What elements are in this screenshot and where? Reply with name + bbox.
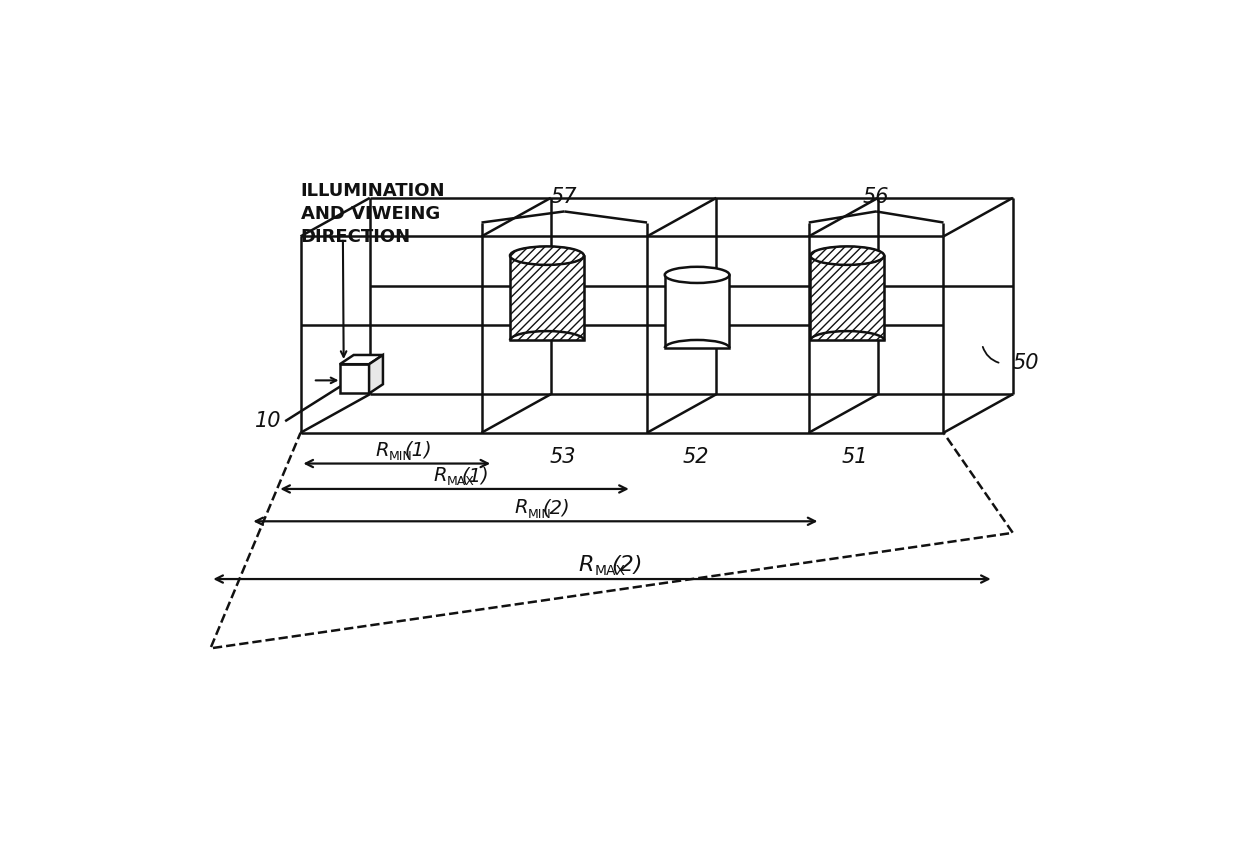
Text: (2): (2) [543, 498, 570, 518]
Text: R: R [376, 440, 389, 460]
Polygon shape [300, 198, 1013, 236]
Text: R: R [579, 555, 594, 575]
Text: 10: 10 [254, 411, 281, 431]
Text: MAX: MAX [594, 564, 625, 579]
Polygon shape [665, 275, 729, 348]
Polygon shape [944, 198, 1013, 433]
Text: 56: 56 [863, 187, 889, 208]
Polygon shape [370, 355, 383, 394]
Text: ILLUMINATION
AND VIWEING
DIRECTION: ILLUMINATION AND VIWEING DIRECTION [300, 182, 445, 246]
Polygon shape [340, 355, 383, 364]
Polygon shape [300, 394, 1013, 433]
Text: (1): (1) [404, 440, 432, 460]
Text: 53: 53 [549, 446, 575, 467]
Text: R: R [433, 466, 446, 485]
Text: MIN: MIN [528, 507, 552, 521]
Text: 57: 57 [551, 187, 578, 208]
Text: R: R [515, 498, 528, 518]
Ellipse shape [510, 246, 584, 265]
Polygon shape [300, 236, 944, 433]
Polygon shape [810, 256, 884, 340]
Text: 50: 50 [1013, 353, 1039, 374]
Ellipse shape [665, 267, 729, 283]
Polygon shape [510, 256, 584, 340]
Text: MIN: MIN [389, 450, 413, 462]
Polygon shape [370, 198, 1013, 394]
Polygon shape [211, 433, 1013, 648]
Text: 52: 52 [682, 446, 709, 467]
Text: 51: 51 [842, 446, 868, 467]
Ellipse shape [810, 246, 884, 265]
Text: (2): (2) [611, 555, 642, 575]
Text: (1): (1) [463, 466, 490, 485]
Text: MAX: MAX [446, 475, 475, 488]
Polygon shape [340, 364, 370, 394]
Polygon shape [300, 198, 370, 433]
